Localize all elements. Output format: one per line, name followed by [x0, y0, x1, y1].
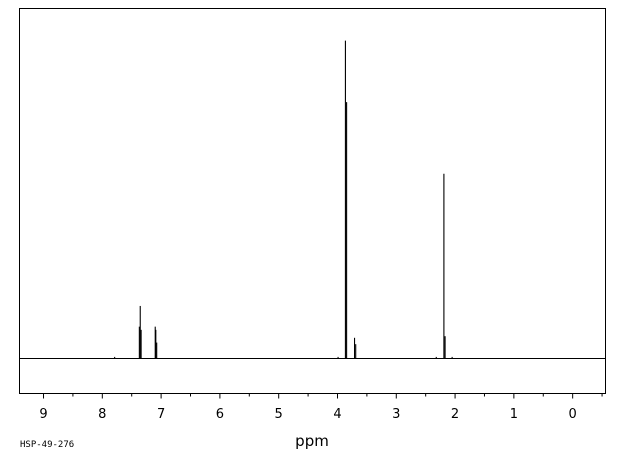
x-axis-tick-labels: 9 8 7 6 5 4 3 2 1 0 — [39, 407, 576, 422]
tick-label-6: 6 — [216, 407, 224, 422]
tick-label-1: 1 — [510, 407, 518, 422]
tick-label-3: 3 — [392, 407, 400, 422]
tick-label-8: 8 — [98, 407, 106, 422]
x-axis-title: ppm — [295, 432, 329, 450]
peaks — [114, 40, 453, 359]
x-axis-ticks — [43, 393, 603, 399]
tick-label-9: 9 — [39, 407, 47, 422]
plot-frame — [19, 8, 606, 394]
sample-id-label: HSP-49-276 — [20, 440, 74, 450]
tick-label-7: 7 — [157, 407, 165, 422]
tick-label-5: 5 — [275, 407, 283, 422]
tick-label-4: 4 — [333, 407, 341, 422]
tick-label-2: 2 — [451, 407, 459, 422]
tick-label-0: 0 — [569, 407, 577, 422]
